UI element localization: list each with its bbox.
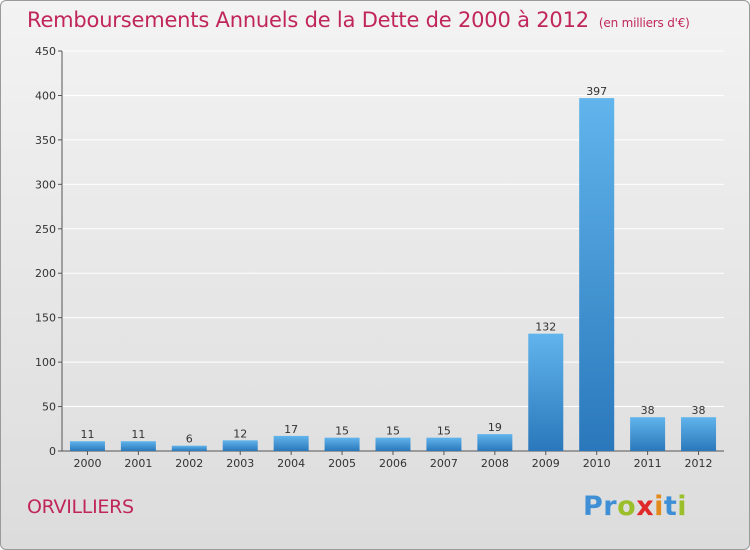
value-label: 11: [131, 428, 145, 441]
bar-2004: [273, 435, 309, 451]
commune-name: ORVILLIERS: [27, 496, 134, 518]
y-tick-label: 300: [35, 178, 56, 191]
bar-2009: [528, 333, 564, 451]
bars: [69, 98, 717, 451]
x-tick-label: 2008: [481, 457, 509, 470]
bar-2005: [324, 437, 360, 451]
value-label: 19: [488, 421, 502, 434]
x-tick-label: 2000: [73, 457, 101, 470]
value-label: 397: [586, 85, 607, 98]
x-tick-label: 2009: [532, 457, 560, 470]
logo-letter: r: [603, 491, 618, 522]
y-tick-label: 450: [35, 45, 56, 58]
y-tick-label: 100: [35, 356, 56, 369]
chart-subtitle: (en milliers d'€): [598, 16, 690, 30]
y-tick-label: 50: [42, 401, 56, 414]
axes: [58, 50, 724, 455]
x-tick-label: 2012: [685, 457, 713, 470]
bar-2011: [630, 417, 666, 451]
value-label: 15: [335, 425, 349, 438]
x-tick-label: 2011: [634, 457, 662, 470]
x-tick-label: 2005: [328, 457, 356, 470]
value-label: 132: [535, 321, 556, 334]
value-label: 12: [233, 427, 247, 440]
logo-letter: t: [663, 491, 678, 522]
x-tick-label: 2010: [583, 457, 611, 470]
x-tick-label: 2001: [124, 457, 152, 470]
bar-2012: [681, 417, 717, 451]
y-tick-label: 0: [49, 445, 56, 458]
value-label: 6: [186, 433, 193, 446]
value-label: 38: [692, 404, 706, 417]
bar-2001: [120, 441, 156, 451]
bar-2006: [375, 437, 411, 451]
logo-letter: P: [583, 491, 604, 522]
bar-2000: [69, 441, 105, 451]
logo-letter: o: [617, 491, 637, 522]
value-label: 15: [437, 425, 451, 438]
x-tick-label: 2004: [277, 457, 305, 470]
x-tick-label: 2006: [379, 457, 407, 470]
y-tick-label: 200: [35, 267, 56, 280]
value-label: 11: [80, 428, 94, 441]
labels: 0 50 100 150 200 250 300 350 400 450 11 2000 11 2001 6…: [35, 45, 713, 470]
y-tick-label: 400: [35, 89, 56, 102]
chart-title-text: Remboursements Annuels de la Dette de 20…: [27, 8, 589, 32]
value-label: 17: [284, 423, 298, 436]
y-tick-label: 350: [35, 134, 56, 147]
value-label: 15: [386, 425, 400, 438]
bar-2002: [171, 445, 207, 451]
x-tick-label: 2002: [175, 457, 203, 470]
logo-letter: i: [654, 491, 664, 522]
logo-letter: x: [636, 491, 655, 522]
y-tick-label: 150: [35, 312, 56, 325]
value-label: 38: [641, 404, 655, 417]
bar-2007: [426, 437, 462, 451]
grid-lines: [62, 50, 724, 408]
bar-2010: [579, 98, 615, 451]
proxiti-logo: Proxiti: [583, 491, 687, 522]
x-tick-label: 2003: [226, 457, 254, 470]
bar-2003: [222, 440, 258, 451]
chart-title: Remboursements Annuels de la Dette de 20…: [27, 8, 690, 32]
bar-2008: [477, 434, 513, 451]
y-tick-label: 250: [35, 223, 56, 236]
x-tick-label: 2007: [430, 457, 458, 470]
logo-letter: i: [677, 491, 688, 522]
